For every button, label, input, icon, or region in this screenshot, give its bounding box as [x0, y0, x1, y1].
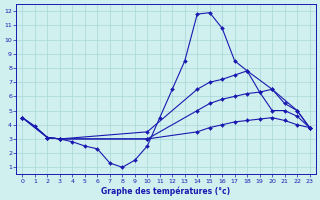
X-axis label: Graphe des températures (°c): Graphe des températures (°c)	[101, 186, 231, 196]
